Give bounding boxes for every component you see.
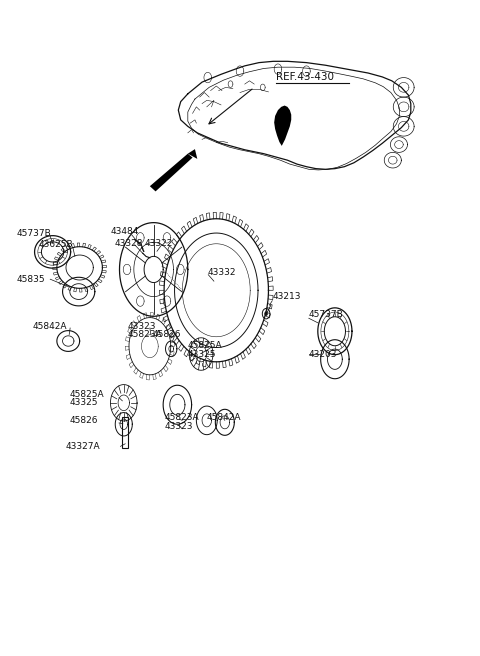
Text: 45737B: 45737B [309,310,344,319]
Text: 43323: 43323 [164,422,192,432]
Text: 45825A: 45825A [69,390,104,399]
Polygon shape [150,154,192,192]
Text: 43213: 43213 [272,293,301,301]
Bar [122,417,128,448]
Text: 45825A: 45825A [188,341,222,350]
Text: 43203: 43203 [309,350,337,359]
Text: 45737B: 45737B [17,228,52,237]
Text: 43625B: 43625B [38,240,73,249]
Text: 45835: 45835 [17,275,46,283]
Text: 43328: 43328 [115,239,143,248]
Text: 45826: 45826 [69,416,98,425]
Text: REF.43-430: REF.43-430 [276,72,334,82]
Circle shape [262,308,270,319]
Text: 45823A: 45823A [164,413,199,422]
Polygon shape [274,106,291,146]
Text: 43325: 43325 [69,398,98,407]
Text: 45823A: 45823A [127,330,162,339]
Text: 43327A: 43327A [66,442,100,451]
Text: 45842A: 45842A [207,413,241,422]
Text: 45826: 45826 [152,330,181,339]
Text: 43323: 43323 [127,321,156,331]
Text: 45842A: 45842A [32,321,67,331]
Text: 43325: 43325 [188,350,216,359]
Text: 43484: 43484 [111,227,139,236]
Text: 43322: 43322 [144,239,172,248]
Text: 43332: 43332 [208,268,236,277]
Polygon shape [188,149,197,159]
Circle shape [264,312,267,316]
